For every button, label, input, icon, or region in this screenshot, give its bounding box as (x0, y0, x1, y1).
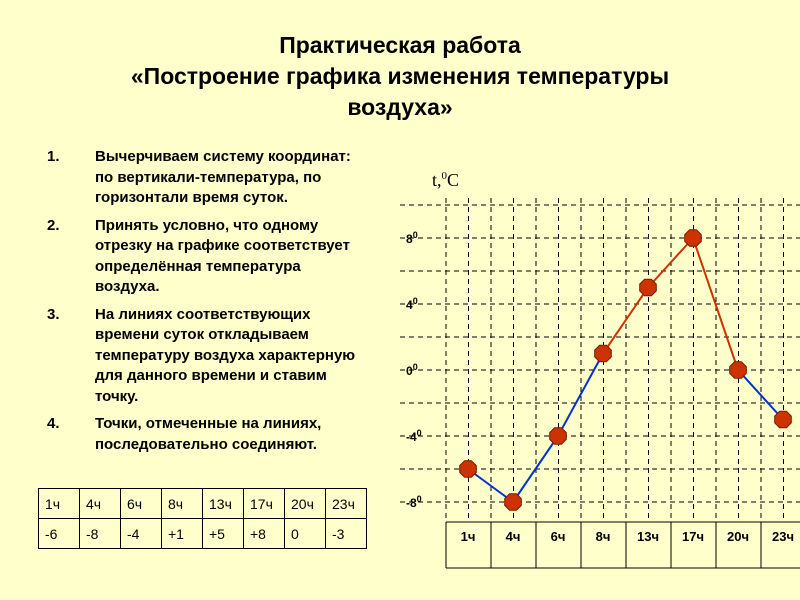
x-tick-label: 4ч (506, 529, 521, 544)
series-line-segment (647, 237, 694, 289)
data-point (684, 229, 702, 247)
step-item: 1. Вычерчиваем систему координат: по верт… (47, 147, 367, 209)
table-cell: 6ч (120, 488, 162, 519)
y-tick-label: -40 (406, 428, 422, 444)
step-item: 4. Точки, отмеченные на линиях, последова… (47, 414, 367, 455)
x-tick-label: 17ч (682, 529, 704, 544)
data-point (504, 493, 522, 511)
step-number: 2. (47, 216, 60, 234)
table-cell: 1ч (38, 488, 80, 519)
steps-list: 1. Вычерчиваем систему координат: по верт… (47, 147, 367, 462)
series-line-segment (737, 369, 784, 421)
table-cell: 8ч (161, 488, 203, 519)
x-tick-label: 20ч (727, 529, 749, 544)
x-tick-label: 6ч (551, 529, 566, 544)
step-number: 3. (47, 305, 60, 323)
table-cell: +1 (161, 518, 203, 549)
table-cell: 17ч (243, 488, 285, 519)
table-cell: 13ч (202, 488, 244, 519)
table-cell: 23ч (325, 488, 367, 519)
table-row-temps: -6 -8 -4 +1 +5 +8 0 -3 (38, 518, 367, 549)
x-tick-label: 13ч (637, 529, 659, 544)
y-tick-label: 00 (406, 362, 418, 378)
data-point (459, 460, 477, 478)
step-item: 2. Принять условно, что одному отрезку на… (47, 216, 367, 298)
temperature-table: 1ч 4ч 6ч 8ч 13ч 17ч 20ч 23ч -6 -8 -4 +1 … (38, 488, 367, 549)
table-cell: -3 (325, 518, 367, 549)
step-number: 1. (47, 148, 60, 165)
table-cell: 20ч (284, 488, 326, 519)
table-row-times: 1ч 4ч 6ч 8ч 13ч 17ч 20ч 23ч (38, 488, 367, 519)
step-text: Принять условно, что одному отрезку на г… (95, 216, 350, 296)
x-tick-label: 8ч (596, 529, 611, 544)
data-point (594, 344, 612, 363)
x-tick-label: 23ч (772, 529, 794, 544)
step-text: Вычерчиваем систему координат: по вертик… (95, 148, 351, 206)
series-line-segment (557, 353, 604, 437)
data-point (549, 427, 567, 445)
step-item: 3. На линиях соответствующих времени суто… (47, 305, 367, 408)
y-tick-label: -80 (406, 494, 422, 510)
data-point (639, 278, 657, 297)
table-cell: +5 (202, 518, 244, 549)
x-tick-label: 1ч (461, 529, 476, 544)
step-text: На линиях соответствующих времени суток … (95, 305, 356, 405)
table-cell: +8 (243, 518, 285, 549)
y-tick-label: 80 (406, 230, 418, 246)
data-point (729, 361, 747, 379)
series-line-segment (692, 237, 739, 371)
series-line-segment (512, 435, 559, 503)
step-text: Точки, отмеченные на линиях, последовате… (95, 415, 322, 453)
title-line-2: «Построение графика изменения температур… (130, 63, 670, 89)
step-number: 4. (47, 415, 60, 432)
series-line-segment (602, 286, 649, 355)
y-tick-label: 40 (406, 296, 418, 312)
table-cell: -4 (120, 518, 162, 549)
y-axis-label: t,0С (432, 170, 459, 190)
data-point (774, 410, 792, 429)
title-line-3: воздуха» (347, 94, 453, 120)
series-line-segment (467, 468, 514, 503)
page-title: Практическая работа «Построение графика … (0, 30, 800, 123)
title-line-1: Практическая работа (279, 32, 521, 58)
